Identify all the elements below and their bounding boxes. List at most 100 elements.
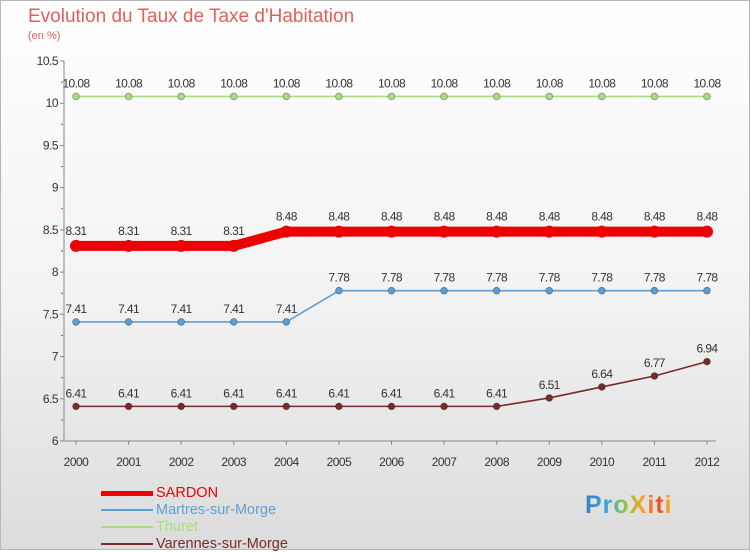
legend-label-sardon: SARDON (156, 485, 219, 501)
y-tick-label: 6.5 (43, 392, 59, 406)
x-tick-label: 2005 (327, 455, 353, 469)
data-label-thuret: 10.08 (325, 76, 353, 90)
y-tick-label: 6 (52, 434, 59, 448)
data-point-thuret (124, 92, 133, 101)
data-point-martres-sur-morge (177, 318, 185, 326)
data-label-martres-sur-morge: 7.78 (434, 271, 456, 285)
data-point-thuret (440, 92, 448, 101)
data-label-sardon: 8.31 (223, 224, 245, 238)
data-point-thuret (387, 92, 396, 101)
data-label-varennes-sur-morge: 6.41 (66, 386, 88, 400)
data-point-martres-sur-morge (72, 318, 80, 326)
data-point-sardon (438, 225, 451, 238)
data-label-sardon: 8.48 (697, 210, 719, 224)
data-point-martres-sur-morge (335, 286, 343, 295)
legend-swatch-varennes (101, 543, 153, 545)
data-label-varennes-sur-morge: 6.77 (644, 356, 666, 370)
data-point-thuret (492, 92, 501, 101)
legend-item-thuret: Thuret (101, 519, 361, 536)
data-label-martres-sur-morge: 7.41 (223, 302, 245, 316)
data-label-varennes-sur-morge: 6.41 (486, 386, 508, 400)
data-label-thuret: 10.08 (378, 76, 406, 90)
x-tick-label: 2008 (484, 455, 510, 469)
data-point-thuret (703, 92, 711, 101)
legend-swatch-thuret (101, 526, 153, 528)
data-label-thuret: 10.08 (431, 76, 459, 90)
data-point-sardon (595, 225, 608, 238)
x-tick-label: 2012 (695, 455, 721, 469)
logo-text: ProXiti (585, 491, 673, 519)
data-point-martres-sur-morge (229, 318, 238, 326)
y-tick-label: 8 (52, 265, 59, 279)
x-tick-label: 2009 (537, 455, 563, 469)
data-label-martres-sur-morge: 7.41 (276, 302, 298, 316)
data-label-sardon: 8.48 (539, 210, 561, 224)
data-point-martres-sur-morge (124, 318, 133, 326)
data-point-thuret (229, 92, 238, 101)
data-point-varennes-sur-morge (229, 402, 238, 411)
data-label-thuret: 10.08 (273, 76, 301, 90)
data-label-varennes-sur-morge: 6.41 (171, 386, 193, 400)
data-point-thuret (282, 92, 291, 101)
data-label-sardon: 8.48 (381, 210, 403, 224)
data-label-sardon: 8.31 (118, 224, 140, 238)
data-point-martres-sur-morge (387, 286, 396, 295)
data-label-martres-sur-morge: 7.78 (486, 271, 508, 285)
legend-swatch-martres (101, 509, 153, 511)
data-point-thuret (598, 92, 606, 101)
data-label-varennes-sur-morge: 6.41 (223, 386, 245, 400)
legend-item-martres: Martres-sur-Morge (101, 502, 361, 519)
data-label-martres-sur-morge: 7.78 (591, 271, 613, 285)
data-point-varennes-sur-morge (545, 394, 554, 402)
legend-item-sardon: SARDON (101, 485, 361, 502)
data-label-martres-sur-morge: 7.78 (381, 271, 403, 285)
y-tick-label: 9 (52, 181, 59, 195)
data-point-varennes-sur-morge (335, 402, 343, 411)
y-tick-label: 8.5 (43, 223, 59, 237)
data-label-thuret: 10.08 (588, 76, 616, 90)
data-point-martres-sur-morge (545, 286, 554, 295)
y-tick-label: 7.5 (43, 307, 59, 321)
data-point-varennes-sur-morge (492, 402, 501, 411)
data-point-thuret (650, 92, 659, 101)
data-label-sardon: 8.31 (66, 224, 88, 238)
data-label-thuret: 10.08 (483, 76, 511, 90)
y-tick-label: 10.5 (37, 54, 59, 68)
data-point-varennes-sur-morge (387, 402, 396, 411)
data-label-thuret: 10.08 (168, 76, 196, 90)
data-point-martres-sur-morge (282, 318, 291, 326)
y-tick-label: 9.5 (43, 138, 59, 152)
data-point-varennes-sur-morge (124, 402, 133, 411)
data-point-sardon (543, 225, 556, 238)
proxiti-logo: ProXiti (585, 491, 673, 520)
data-label-varennes-sur-morge: 6.94 (697, 342, 719, 356)
data-label-martres-sur-morge: 7.41 (171, 302, 193, 316)
data-label-thuret: 10.08 (220, 76, 248, 90)
data-label-varennes-sur-morge: 6.41 (118, 386, 140, 400)
data-label-martres-sur-morge: 7.78 (328, 271, 350, 285)
data-label-thuret: 10.08 (641, 76, 669, 90)
x-tick-label: 2000 (64, 455, 90, 469)
data-point-martres-sur-morge (492, 286, 501, 295)
data-label-sardon: 8.48 (328, 210, 350, 224)
data-label-sardon: 8.48 (591, 210, 613, 224)
legend-label-varennes: Varennes-sur-Morge (156, 536, 288, 552)
data-label-sardon: 8.31 (171, 224, 193, 238)
data-point-varennes-sur-morge (650, 372, 659, 380)
data-point-varennes-sur-morge (177, 402, 185, 411)
legend-label-martres: Martres-sur-Morge (156, 502, 277, 518)
data-point-sardon (227, 239, 240, 252)
x-tick-label: 2006 (379, 455, 405, 469)
data-label-martres-sur-morge: 7.78 (697, 271, 719, 285)
data-label-martres-sur-morge: 7.41 (66, 302, 88, 316)
x-tick-label: 2002 (169, 455, 195, 469)
data-label-varennes-sur-morge: 6.41 (276, 386, 298, 400)
data-point-varennes-sur-morge (598, 383, 606, 391)
data-point-sardon (332, 225, 345, 238)
data-point-sardon (175, 239, 188, 252)
x-tick-label: 2004 (274, 455, 300, 469)
data-point-sardon (122, 239, 135, 252)
data-point-martres-sur-morge (440, 286, 448, 295)
